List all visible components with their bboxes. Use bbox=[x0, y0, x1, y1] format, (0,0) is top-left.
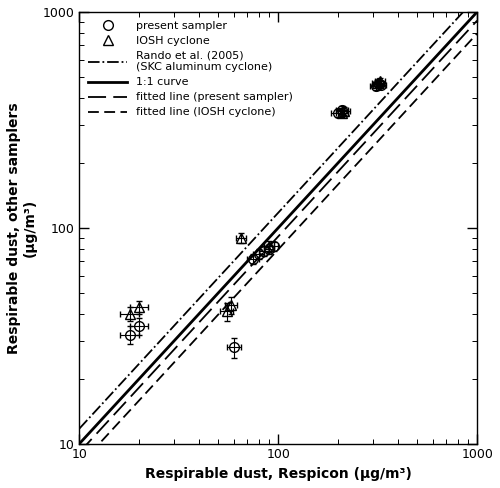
X-axis label: Respirable dust, Respicon (μg/m³): Respirable dust, Respicon (μg/m³) bbox=[145, 467, 411, 481]
Legend: present sampler, IOSH cyclone, Rando et al. (2005)
(SKC aluminum cyclone), 1:1 c: present sampler, IOSH cyclone, Rando et … bbox=[85, 18, 296, 121]
Y-axis label: Respirable dust, other samplers
(μg/m³): Respirable dust, other samplers (μg/m³) bbox=[7, 102, 37, 354]
